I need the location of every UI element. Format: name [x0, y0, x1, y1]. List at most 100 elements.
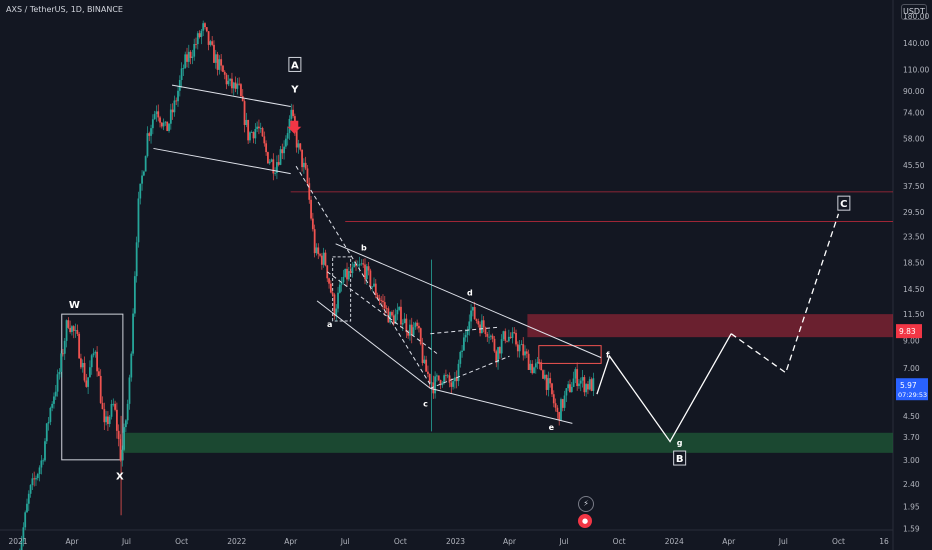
candle-body	[462, 337, 465, 351]
candle-body	[457, 363, 460, 382]
candle-body	[211, 41, 214, 45]
candle-body	[159, 117, 161, 123]
candle-body	[281, 149, 284, 154]
candle-body	[513, 332, 516, 334]
y-tick-label: 3.00	[903, 456, 920, 465]
candle-body	[353, 263, 356, 268]
candle-body	[74, 330, 77, 331]
y-tick-label: 37.50	[903, 182, 925, 191]
candle-body	[112, 403, 115, 405]
y-tick-label: 90.00	[903, 87, 925, 96]
trendline-lower-channel	[153, 147, 291, 175]
wave-label-Y: Y	[290, 85, 299, 96]
candle-body	[227, 80, 230, 85]
candle-body	[26, 503, 28, 513]
candle-body	[542, 370, 544, 379]
candle-body	[177, 90, 179, 102]
candle-body	[498, 347, 501, 354]
candle-body	[592, 378, 595, 391]
box-f-box	[538, 345, 602, 364]
candle-body	[223, 71, 226, 75]
y-tick-label: 58.00	[903, 135, 925, 144]
candle-body	[63, 340, 66, 354]
candle-body	[250, 132, 253, 133]
candle-body	[524, 351, 526, 356]
candle-body	[434, 376, 437, 394]
candle-body	[588, 379, 591, 390]
candle-body	[342, 276, 345, 283]
candle-body	[590, 379, 593, 391]
candle-body	[38, 467, 41, 474]
candle-body	[274, 172, 277, 174]
candle-body	[452, 381, 455, 387]
candle-body	[184, 54, 187, 69]
candle-body	[40, 460, 43, 468]
x-tick-label: Jul	[558, 537, 568, 546]
candle-body	[119, 439, 122, 461]
candle-body	[222, 65, 224, 72]
candle-body	[392, 315, 395, 324]
candle-body	[378, 297, 381, 301]
candle-body	[232, 82, 235, 89]
candle-body	[268, 161, 271, 164]
x-tick-label: Oct	[175, 537, 188, 546]
candle-body	[489, 335, 492, 337]
wave-label-W: W	[69, 300, 80, 311]
candle-body	[236, 83, 239, 89]
candle-body	[204, 23, 206, 28]
tradingview-badge-icon[interactable]: ●	[578, 514, 592, 528]
candle-body	[534, 363, 537, 368]
candle-body	[418, 325, 420, 329]
candle-body	[425, 359, 428, 372]
candle-body	[53, 396, 55, 404]
candle-body	[150, 128, 152, 136]
candle-body	[310, 199, 312, 219]
candle-body	[445, 375, 447, 377]
candle-body	[245, 119, 248, 126]
wave-label-box-A	[288, 56, 302, 72]
candle-body	[148, 133, 151, 136]
trendline-upper-channel	[171, 84, 291, 108]
candle-body	[45, 423, 48, 442]
candle-body	[76, 330, 79, 334]
currency-unit-button[interactable]: USDT	[901, 4, 927, 20]
candle-body	[142, 171, 145, 176]
candle-body	[27, 493, 30, 504]
candle-body	[448, 375, 451, 383]
candle-body	[85, 380, 88, 387]
candle-body	[187, 51, 190, 62]
wave-label-B: B	[676, 454, 684, 465]
candle-body	[124, 420, 127, 428]
last-price-label: 5.97	[900, 381, 917, 390]
y-tick-label: 110.00	[903, 65, 929, 74]
candle-body	[556, 407, 559, 413]
candle-body	[186, 54, 188, 62]
candle-body	[450, 382, 453, 387]
candle-body	[261, 128, 264, 137]
candle-body	[317, 247, 320, 255]
wave-label-g: g	[677, 439, 683, 448]
candle-body	[105, 416, 107, 423]
candle-body	[344, 268, 347, 277]
y-tick-label: 9.00	[903, 337, 920, 346]
candle-body	[356, 265, 359, 267]
symbol-title[interactable]: AXS / TetherUS, 1D, BINANCE	[6, 5, 123, 14]
projection-path-0	[596, 333, 732, 443]
candle-body	[83, 362, 86, 381]
candle-body	[286, 133, 289, 139]
tradingview-flash-icon[interactable]: ⚡	[578, 496, 594, 512]
candle-body	[297, 143, 300, 148]
candle-body	[90, 355, 93, 368]
candle-body	[364, 264, 366, 280]
x-tick-label: 16	[879, 537, 889, 546]
candle-body	[29, 485, 32, 494]
candle-body	[247, 119, 250, 141]
candle-body	[549, 378, 552, 384]
candle-body	[355, 263, 357, 267]
candle-body	[319, 254, 321, 256]
candle-body	[123, 427, 125, 450]
y-tick-label: 11.50	[903, 310, 925, 319]
candle-body	[396, 309, 399, 315]
candle-body	[400, 306, 402, 325]
